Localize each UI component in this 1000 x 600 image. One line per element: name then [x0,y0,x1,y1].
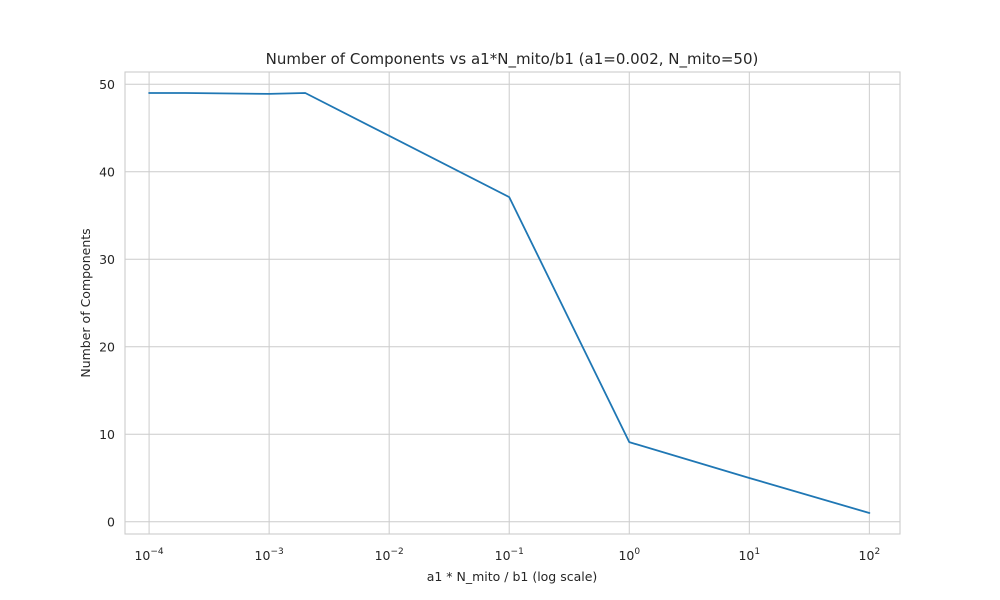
grid-lines [125,72,900,534]
plot-area-frame [124,71,901,535]
y-tick-labels: 0 10 20 30 40 50 [99,77,115,530]
y-tick-label: 10 [99,427,115,442]
x-tick-label: 102 [859,547,881,563]
y-axis-label: Number of Components [78,228,93,377]
y-tick-label: 0 [107,514,115,529]
y-tick-label: 20 [99,339,115,354]
y-tick-label: 50 [99,77,115,92]
x-tick-label: 10−4 [134,547,163,563]
x-tick-labels: 10−4 10−3 10−2 10−1 100 101 102 [134,547,880,563]
series-line [148,92,871,514]
chart-title: Number of Components vs a1*N_mito/b1 (a1… [266,50,759,69]
y-tick-label: 30 [99,252,115,267]
x-tick-label: 10−3 [255,547,284,563]
x-tick-label: 10−2 [375,547,404,563]
x-tick-label: 100 [618,547,640,563]
series-layer [148,92,871,514]
x-tick-label: 10−1 [495,547,524,563]
x-axis-label: a1 * N_mito / b1 (log scale) [427,569,598,584]
y-tick-label: 40 [99,164,115,179]
x-tick-label: 101 [738,547,760,563]
